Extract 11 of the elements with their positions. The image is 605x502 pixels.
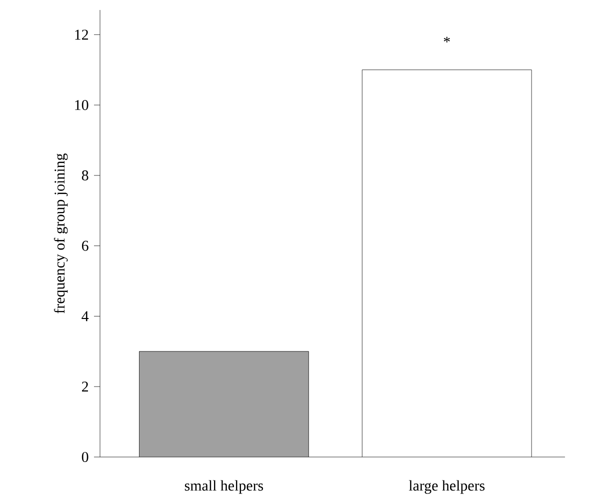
x-tick-label: large helpers bbox=[408, 480, 485, 494]
y-tick-label: 12 bbox=[75, 30, 88, 40]
annotation: * bbox=[444, 36, 450, 42]
y-tick-label: 10 bbox=[75, 100, 88, 110]
x-tick-label: small helpers bbox=[184, 480, 264, 494]
y-tick-label: 2 bbox=[82, 382, 88, 392]
y-tick-label: 6 bbox=[82, 240, 88, 251]
y-axis-title: frequency of group joining bbox=[54, 153, 68, 314]
y-tick-label: 8 bbox=[82, 170, 88, 180]
y-tick-label: 4 bbox=[82, 311, 89, 322]
y-tick-label: 0 bbox=[82, 452, 88, 462]
